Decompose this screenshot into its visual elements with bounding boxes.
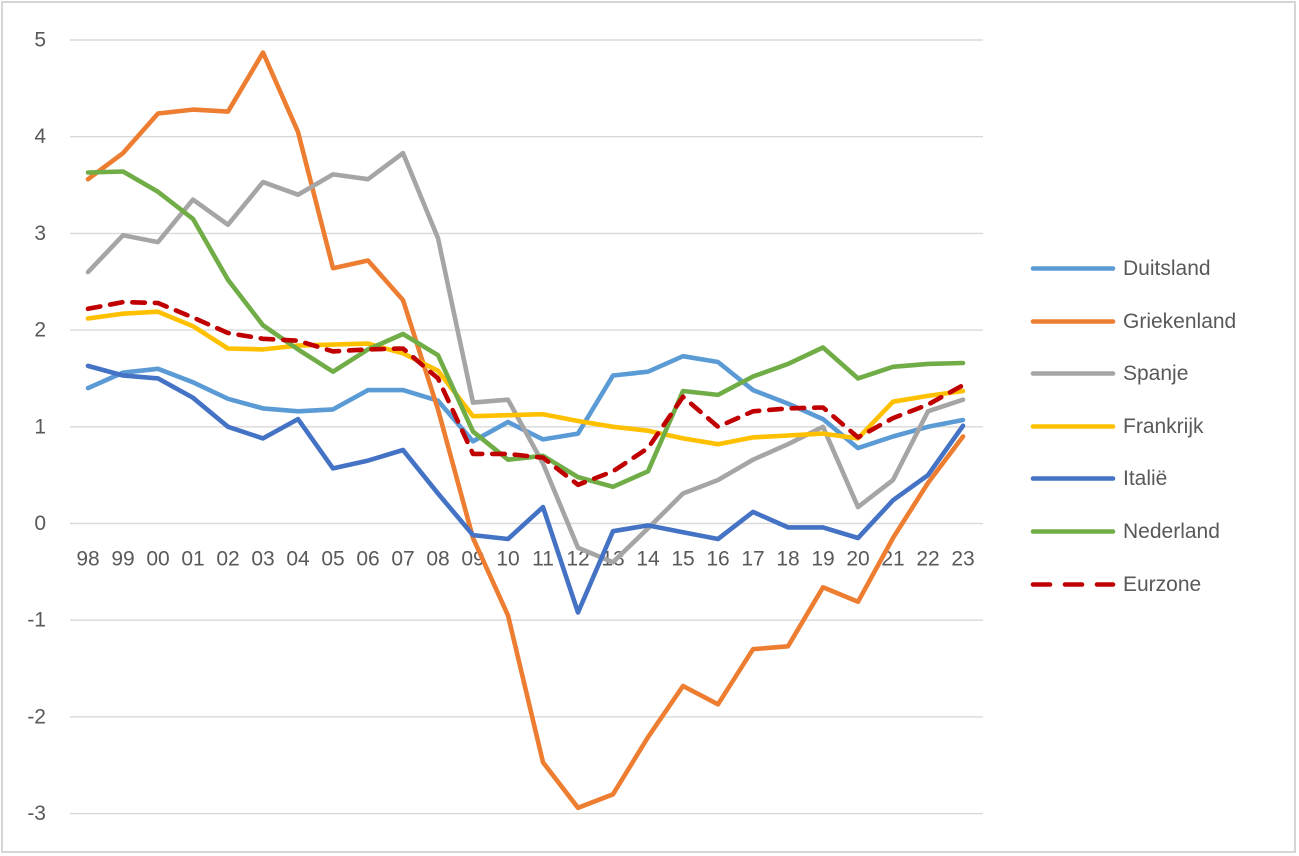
x-axis-label: 11: [532, 548, 554, 571]
series-line-eurzone: [85, 299, 966, 488]
x-axis-label: 10: [496, 548, 519, 571]
x-axis-label: 08: [426, 548, 449, 571]
series-line-italie: [85, 363, 966, 615]
x-axis-label: 16: [706, 548, 729, 571]
x-axis-label: 00: [146, 548, 169, 571]
y-axis-label: 5: [34, 29, 46, 52]
y-axis-label: -2: [27, 705, 46, 728]
y-axis-label: 3: [34, 222, 46, 245]
x-axis-label: 22: [916, 548, 939, 571]
x-axis-label: 98: [76, 548, 99, 571]
series-line-frankrijk: [85, 309, 966, 447]
y-axis-label: 0: [34, 512, 46, 535]
y-axis-label: -1: [27, 609, 46, 632]
x-axis-label: 23: [951, 548, 974, 571]
series-line-spanje: [85, 150, 966, 565]
y-axis-label: 4: [34, 125, 46, 148]
x-axis-label: 02: [216, 548, 239, 571]
x-axis-label: 03: [251, 548, 274, 571]
x-axis-label: 99: [111, 548, 134, 571]
x-axis-label: 14: [636, 548, 660, 571]
x-axis-label: 17: [741, 548, 764, 571]
x-axis-label: 04: [286, 548, 310, 571]
x-axis-label: 06: [356, 548, 379, 571]
y-axis-label: -3: [27, 802, 46, 825]
series-line-griekenland: [85, 50, 966, 811]
x-axis-label: 20: [846, 548, 869, 571]
x-axis-label: 15: [671, 548, 694, 571]
x-axis-label: 05: [321, 548, 344, 571]
y-axis-label: 1: [34, 415, 46, 438]
x-axis-label: 12: [566, 548, 589, 571]
x-axis-label: 01: [181, 548, 204, 571]
x-axis-label: 19: [811, 548, 834, 571]
y-axis-label: 2: [34, 319, 46, 342]
x-axis-label: 18: [776, 548, 799, 571]
x-axis-label: 07: [391, 548, 414, 571]
